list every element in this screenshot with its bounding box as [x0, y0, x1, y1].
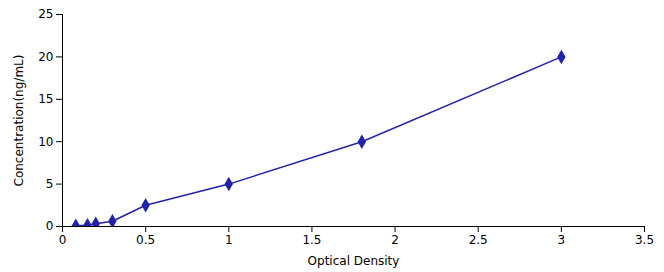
svg-text:3: 3 [558, 233, 566, 247]
svg-text:0: 0 [46, 219, 54, 233]
svg-text:5: 5 [46, 177, 54, 191]
svg-text:Concentration(ng/mL): Concentration(ng/mL) [12, 55, 26, 187]
svg-text:0: 0 [59, 233, 67, 247]
svg-text:3.5: 3.5 [635, 233, 654, 247]
svg-text:10: 10 [38, 135, 53, 149]
svg-text:2.5: 2.5 [469, 233, 488, 247]
svg-text:2: 2 [391, 233, 399, 247]
svg-text:1.5: 1.5 [302, 233, 321, 247]
svg-text:20: 20 [38, 50, 53, 64]
svg-text:15: 15 [38, 92, 53, 106]
svg-text:Optical Density: Optical Density [308, 254, 400, 268]
svg-text:0.5: 0.5 [136, 233, 155, 247]
svg-text:25: 25 [38, 7, 53, 21]
svg-text:1: 1 [225, 233, 233, 247]
